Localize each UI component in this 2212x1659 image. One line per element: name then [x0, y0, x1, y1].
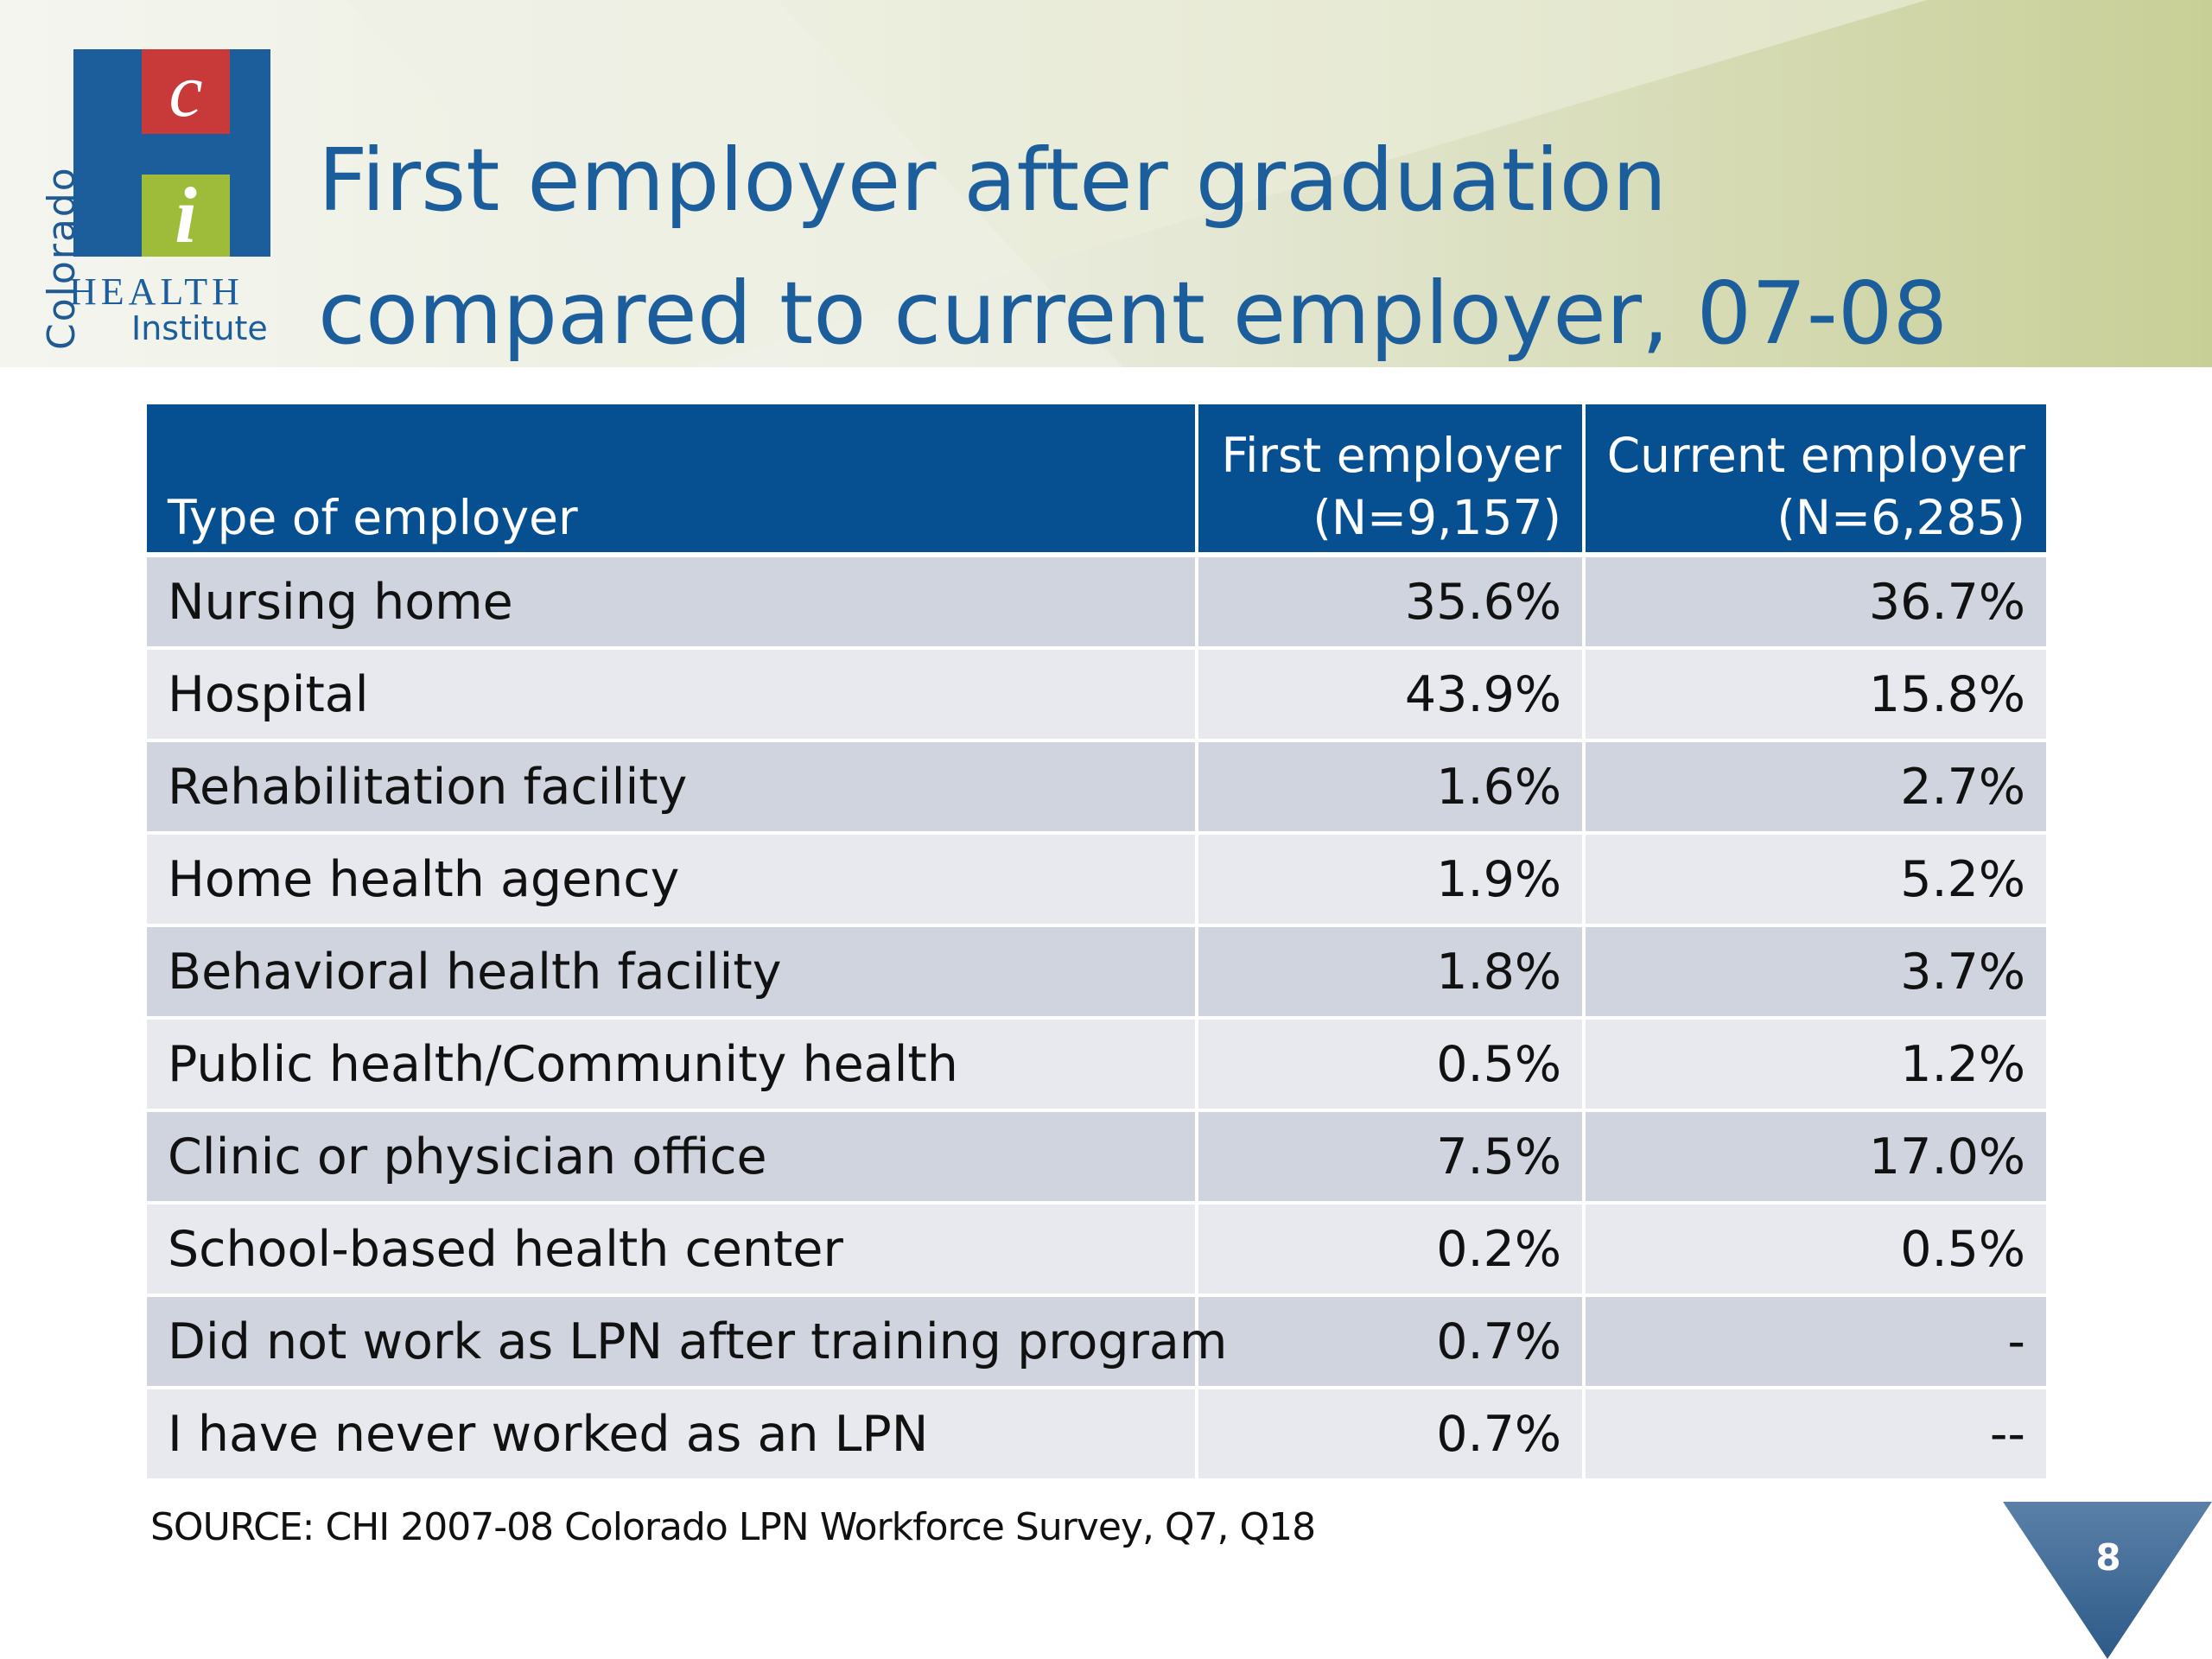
employer-type-cell: Did not work as LPN after training progr… — [147, 1294, 1227, 1388]
header-decoration — [0, 0, 2212, 367]
logo-health-text: HEALTH — [69, 270, 244, 313]
first-employer-cell: 0.5% — [1195, 1016, 1584, 1110]
first-employer-cell: 1.8% — [1195, 924, 1584, 1018]
current-employer-cell: 3.7% — [1582, 924, 2046, 1018]
source-note: SOURCE: CHI 2007-08 Colorado LPN Workfor… — [150, 1505, 1316, 1549]
employer-type-cell: Public health/Community health — [147, 1016, 1197, 1110]
employer-type-cell: Home health agency — [147, 831, 1197, 925]
table-row: Public health/Community health 0.5% 1.2% — [147, 1016, 2046, 1110]
current-employer-cell: -- — [1582, 1386, 2046, 1478]
slide-title: First employer after graduation compared… — [318, 114, 1948, 367]
current-employer-cell: 36.7% — [1582, 552, 2046, 648]
current-employer-cell: 1.2% — [1582, 1016, 2046, 1110]
page-number-triangle-icon — [2003, 1502, 2212, 1659]
employer-type-cell: Hospital — [147, 646, 1197, 741]
table-row: Clinic or physician office 7.5% 17.0% — [147, 1109, 2046, 1203]
first-employer-cell: 0.7% — [1195, 1386, 1584, 1478]
employer-type-cell: Behavioral health facility — [147, 924, 1197, 1018]
logo-c-block: c — [142, 49, 230, 134]
first-employer-cell: 43.9% — [1195, 646, 1584, 741]
table-row: School-based health center 0.2% 0.5% — [147, 1201, 2046, 1295]
header-first-employer: First employer (N=9,157) — [1195, 404, 1584, 555]
page-number: 8 — [2095, 1536, 2121, 1579]
slide-title-line-2: compared to current employer, 07-08 — [318, 263, 1948, 364]
first-employer-cell: 35.6% — [1195, 552, 1584, 648]
current-employer-cell: 17.0% — [1582, 1109, 2046, 1203]
employer-type-cell: I have never worked as an LPN — [147, 1386, 1197, 1478]
employer-type-cell: School-based health center — [147, 1201, 1197, 1295]
table-row: Home health agency 1.9% 5.2% — [147, 831, 2046, 925]
first-employer-cell: 7.5% — [1195, 1109, 1584, 1203]
current-employer-cell: 15.8% — [1582, 646, 2046, 741]
employer-type-cell: Nursing home — [147, 552, 1197, 648]
header-current-employer: Current employer (N=6,285) — [1582, 404, 2046, 555]
header-band: Colorado c i HEALTH Institute First empl… — [0, 0, 2212, 367]
logo-institute-text: Institute — [131, 309, 268, 347]
employer-type-cell: Clinic or physician office — [147, 1109, 1197, 1203]
current-employer-cell: 2.7% — [1582, 739, 2046, 833]
current-employer-cell: 5.2% — [1582, 831, 2046, 925]
employer-type-cell: Rehabilitation facility — [147, 739, 1197, 833]
table-row: Rehabilitation facility 1.6% 2.7% — [147, 739, 2046, 833]
current-employer-cell: 0.5% — [1582, 1201, 2046, 1295]
table-row: Did not work as LPN after training progr… — [147, 1294, 2046, 1388]
table-row: Nursing home 35.6% 36.7% — [147, 552, 2046, 648]
header-type-of-employer: Type of employer — [147, 404, 1197, 555]
slide-title-line-1: First employer after graduation — [318, 130, 1668, 231]
table-row: I have never worked as an LPN 0.7% -- — [147, 1386, 2046, 1478]
logo-i-block: i — [142, 175, 230, 257]
table-row: Behavioral health facility 1.8% 3.7% — [147, 924, 2046, 1018]
first-employer-cell: 0.7% — [1195, 1294, 1584, 1388]
first-employer-cell: 1.9% — [1195, 831, 1584, 925]
table-header-row: Type of employer First employer (N=9,157… — [147, 404, 2046, 555]
current-employer-cell: - — [1582, 1294, 2046, 1388]
first-employer-cell: 1.6% — [1195, 739, 1584, 833]
first-employer-cell: 0.2% — [1195, 1201, 1584, 1295]
employer-comparison-table: Type of employer First employer (N=9,157… — [147, 404, 2046, 1478]
colorado-health-institute-logo: Colorado c i HEALTH Institute — [19, 43, 278, 354]
table-row: Hospital 43.9% 15.8% — [147, 646, 2046, 741]
